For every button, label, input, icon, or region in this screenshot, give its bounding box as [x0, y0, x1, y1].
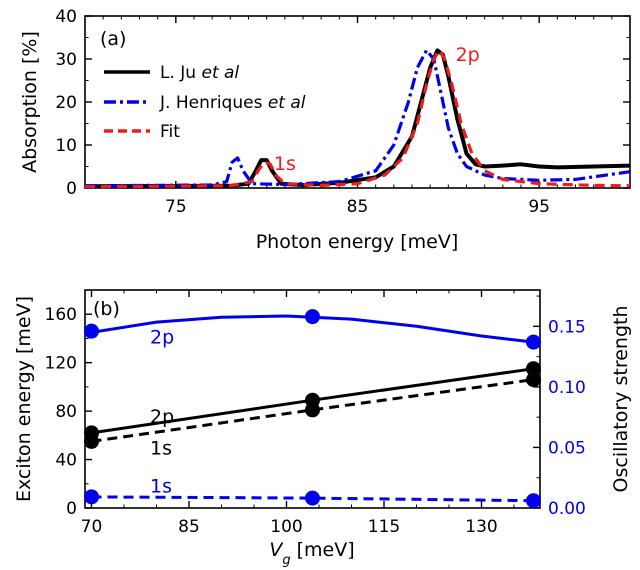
panel-b-annotation: 2p: [150, 406, 174, 428]
panel-b-ytick-right-label: 0.00: [548, 499, 586, 519]
panel-b-ticks: 70 85 100 115 130 0 40 80 120 160 0.00 0.05 0.10 0.15: [45, 290, 586, 537]
panel-b-ylabel: Exciton energy [meV]: [13, 296, 35, 502]
panel-a-xlabel: Photon energy [meV]: [256, 231, 459, 253]
panel-b-marker: [526, 334, 541, 350]
panel-a-xtick-label: 95: [528, 197, 550, 217]
panel-b-marker: [526, 493, 541, 509]
panel-b-ytick-right-label: 0.15: [548, 317, 586, 337]
panel-b-ytick-label: 40: [55, 451, 77, 471]
panel-a-annotations: 1s 2p: [274, 44, 480, 175]
panel-a-ytick-label: 40: [55, 7, 77, 27]
panel-b-marker: [305, 309, 320, 325]
panel-b-marker: [305, 490, 320, 506]
panel-a-ytick-label: 10: [55, 136, 77, 156]
panel-a: 75 85 95 0 10 20 30 40 1s 2p (a) L. Ju et al J. …: [19, 7, 631, 253]
panel-b-annotation: 1s: [150, 438, 172, 460]
panel-a-ytick-label: 0: [66, 179, 77, 199]
panel-b-xtick-label: 100: [270, 517, 302, 537]
panel-b-ytick-right-label: 0.05: [548, 438, 586, 458]
panel-a-annotation: 1s: [274, 153, 296, 175]
panel-b-xtick-label: 85: [178, 517, 200, 537]
panel-b-ytick-label: 80: [55, 402, 77, 422]
panel-a-xtick-label: 85: [347, 197, 369, 217]
panel-a-ytick-label: 30: [55, 50, 77, 70]
panel-b-label: (b): [93, 298, 120, 320]
panel-b-annotation: 2p: [150, 326, 174, 348]
panel-b-ytick-right-label: 0.10: [548, 378, 586, 398]
panel-b-marker: [84, 433, 99, 449]
panel-b-xlabel: Vg [meV]: [269, 539, 354, 568]
legend-label-fit: Fit: [160, 122, 180, 142]
panel-b-ytick-label: 160: [45, 305, 77, 325]
panel-b-series-line: [91, 378, 534, 443]
panel-b: 70 85 100 115 130 0 40 80 120 160 0.00 0.05 0.10 0.15…: [13, 289, 632, 568]
panel-b-annotations: 2p 2p 1s 1s: [150, 326, 174, 497]
panel-b-ytick-label: 120: [45, 354, 77, 374]
panel-b-annotation: 1s: [150, 475, 172, 497]
panel-a-ylabel: Absorption [%]: [19, 31, 41, 173]
panel-b-series-line: [91, 495, 534, 503]
panel-b-ytick-label: 0: [66, 499, 77, 519]
panel-b-marker: [305, 402, 320, 418]
panel-b-series: [84, 309, 541, 509]
panel-b-ylabel-right: Oscillatory strength: [610, 306, 632, 493]
panel-b-marker: [526, 372, 541, 388]
panel-b-marker: [526, 361, 541, 377]
panel-b-frame: [84, 289, 541, 509]
panel-a-series-line: [84, 48, 631, 188]
panel-a-series: [84, 48, 631, 189]
panel-a-annotation: 2p: [456, 44, 480, 66]
panel-b-xtick-label: 130: [465, 517, 497, 537]
panel-a-xtick-label: 75: [165, 197, 187, 217]
legend-label-henriques: J. Henriques et al: [159, 93, 306, 113]
panel-b-marker: [84, 489, 99, 505]
legend: L. Ju et al J. Henriques et al Fit: [104, 63, 306, 142]
legend-label-ju: L. Ju et al: [160, 63, 239, 83]
panel-b-xtick-label: 115: [368, 517, 400, 537]
panel-a-ytick-label: 20: [55, 93, 77, 113]
panel-b-xtick-label: 70: [81, 517, 103, 537]
panel-b-marker: [84, 323, 99, 339]
panel-a-label: (a): [100, 28, 126, 50]
panel-a-series-line: [84, 48, 631, 189]
